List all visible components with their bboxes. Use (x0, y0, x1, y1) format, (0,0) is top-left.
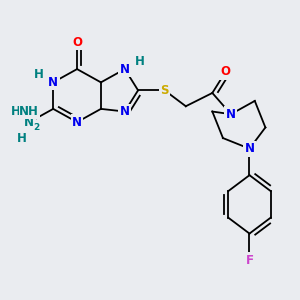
Text: H: H (134, 55, 144, 68)
Text: N: N (72, 116, 82, 129)
Text: N: N (24, 116, 34, 129)
Text: F: F (245, 254, 253, 267)
Text: H: H (16, 132, 26, 145)
Text: N: N (48, 76, 58, 89)
Text: S: S (160, 84, 169, 97)
Text: N: N (120, 63, 130, 76)
Text: 2: 2 (33, 124, 39, 133)
Text: H: H (34, 68, 44, 81)
Text: NH: NH (20, 105, 39, 118)
Text: N: N (120, 105, 130, 118)
Text: H: H (11, 105, 21, 118)
Text: N: N (244, 142, 254, 155)
Text: O: O (220, 65, 231, 78)
Text: O: O (72, 36, 82, 49)
Text: N: N (226, 108, 236, 121)
